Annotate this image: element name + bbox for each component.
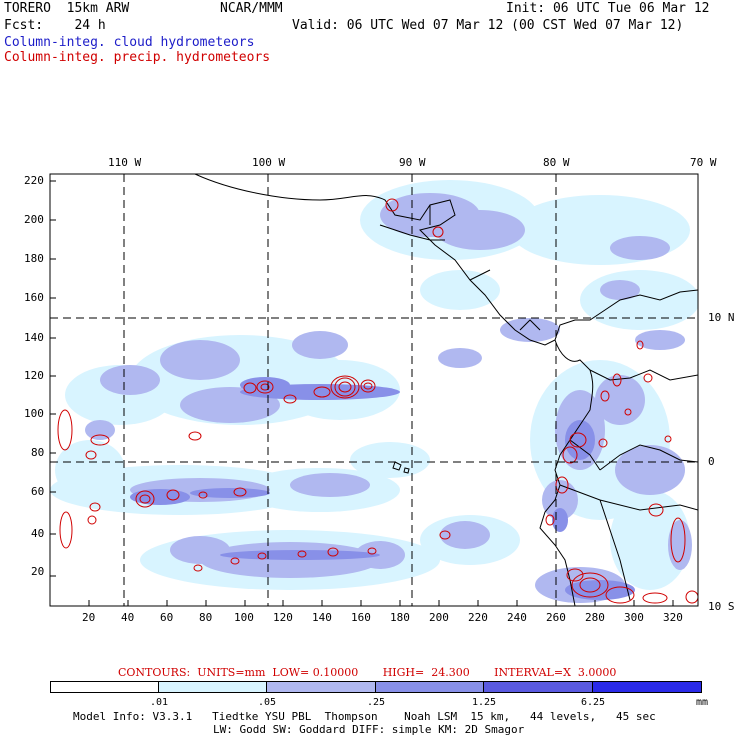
x-tick-label: 180 bbox=[390, 611, 410, 624]
colorbar-label: .05 bbox=[258, 697, 277, 708]
latlon-grid bbox=[50, 174, 698, 606]
y-tick-label: 200 bbox=[24, 213, 44, 226]
x-tick-label: 160 bbox=[351, 611, 371, 624]
model-physics: LW: Godd SW: Goddard DIFF: simple KM: 2D… bbox=[213, 723, 525, 736]
lon-label: 110 W bbox=[108, 156, 142, 169]
lat-label: 10 S bbox=[708, 600, 735, 613]
y-tick-label: 180 bbox=[24, 252, 44, 265]
lon-label: 70 W bbox=[690, 156, 717, 169]
init-time: Init: 06 UTC Tue 06 Mar 12 bbox=[506, 1, 710, 16]
x-tick-label: 20 bbox=[82, 611, 96, 624]
lon-label: 90 W bbox=[399, 156, 426, 169]
x-tick-label: 200 bbox=[429, 611, 449, 624]
x-tick-label: 120 bbox=[273, 611, 293, 624]
x-tick-label: 60 bbox=[160, 611, 174, 624]
x-tick-label: 140 bbox=[312, 611, 332, 624]
colorbar-segment bbox=[266, 681, 376, 693]
colorbar-label: .01 bbox=[150, 697, 169, 708]
lon-label: 80 W bbox=[543, 156, 570, 169]
y-tick-label: 80 bbox=[31, 446, 45, 459]
cloud-shading bbox=[50, 180, 698, 603]
y-tick-label: 220 bbox=[24, 174, 44, 187]
x-tick-label: 40 bbox=[121, 611, 135, 624]
x-tick-label: 300 bbox=[624, 611, 644, 624]
x-tick-label: 100 bbox=[234, 611, 254, 624]
x-tick-label: 240 bbox=[507, 611, 527, 624]
x-tick-label: 280 bbox=[585, 611, 605, 624]
lat-label: 10 N bbox=[708, 311, 735, 324]
coastlines bbox=[194, 174, 698, 606]
y-tick-label: 100 bbox=[24, 407, 44, 420]
colorbar-segment bbox=[483, 681, 593, 693]
y-tick-label: 40 bbox=[31, 527, 45, 540]
valid-time: Valid: 06 UTC Wed 07 Mar 12 (00 CST Wed … bbox=[292, 18, 684, 33]
y-tick-label: 120 bbox=[24, 369, 44, 382]
y-tick-label: 20 bbox=[31, 565, 45, 578]
precip-field-label: Column-integ. precip. hydrometeors bbox=[4, 50, 271, 65]
cloud-field-label: Column-integ. cloud hydrometeors bbox=[4, 35, 255, 50]
colorbar-segment bbox=[592, 681, 702, 693]
colorbar-label: .25 bbox=[367, 697, 386, 708]
center-label: NCAR/MMM bbox=[220, 1, 283, 16]
colorbar-label: 1.25 bbox=[472, 697, 497, 708]
colorbar-unit: mm bbox=[696, 697, 709, 708]
axis-ticks bbox=[50, 180, 674, 606]
x-tick-label: 320 bbox=[663, 611, 683, 624]
colorbar-segment bbox=[50, 681, 159, 693]
y-tick-label: 140 bbox=[24, 331, 44, 344]
x-tick-label: 220 bbox=[468, 611, 488, 624]
lon-label: 100 W bbox=[252, 156, 286, 169]
x-tick-label: 260 bbox=[546, 611, 566, 624]
model-info: Model Info: V3.3.1 Tiedtke YSU PBL Thomp… bbox=[73, 710, 656, 723]
y-tick-label: 160 bbox=[24, 291, 44, 304]
model-title: TORERO 15km ARW bbox=[4, 1, 130, 16]
map-frame bbox=[49, 173, 699, 607]
y-tick-label: 60 bbox=[31, 485, 45, 498]
lat-label: 0 bbox=[708, 455, 715, 468]
x-tick-label: 80 bbox=[199, 611, 213, 624]
colorbar-segment bbox=[158, 681, 267, 693]
colorbar-segment bbox=[375, 681, 484, 693]
forecast-hour: Fcst: 24 h bbox=[4, 18, 106, 33]
contour-info: CONTOURS: UNITS=mm LOW= 0.10000 HIGH= 24… bbox=[118, 666, 617, 679]
precip-contours bbox=[57, 198, 698, 604]
colorbar-label: 6.25 bbox=[581, 697, 606, 708]
